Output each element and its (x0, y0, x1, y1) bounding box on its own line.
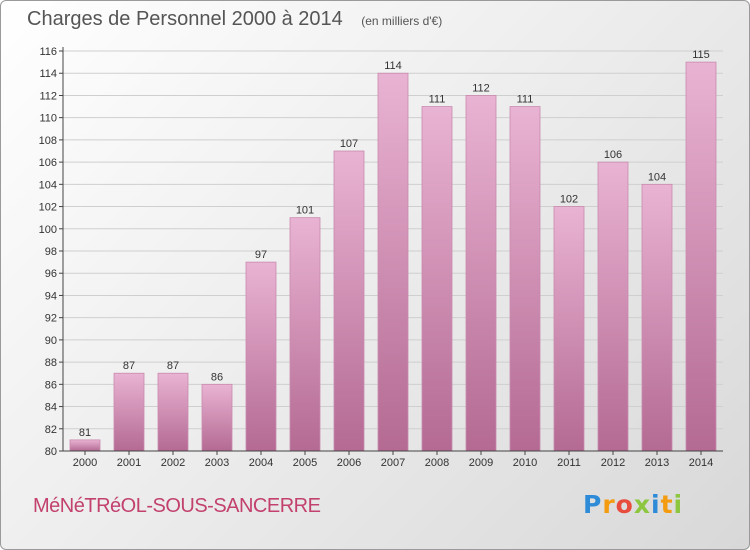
bar (465, 95, 497, 452)
y-tick-label: 110 (39, 113, 57, 125)
y-tick-label: 92 (45, 313, 57, 325)
title-row: Charges de Personnel 2000 à 2014 (en mil… (27, 8, 442, 31)
bar-value-label: 111 (517, 94, 534, 106)
logo-letter: i (651, 490, 661, 519)
logo-letter: o (615, 490, 634, 519)
y-tick-label: 108 (39, 135, 57, 147)
bar-value-label: 115 (692, 49, 710, 61)
bar-value-label: 87 (167, 360, 179, 372)
y-tick-label: 82 (45, 424, 57, 436)
chart-unit-note: (en milliers d'€) (361, 14, 443, 28)
x-tick-label: 2013 (645, 457, 669, 469)
x-tick-label: 2001 (117, 457, 141, 469)
commune-name: MéNéTRéOL-SOUS-SANCERRE (33, 495, 321, 517)
x-tick-label: 2007 (381, 457, 405, 469)
x-tick-label: 2006 (337, 457, 361, 469)
proxiti-logo[interactable]: Proxiti (583, 490, 683, 519)
bar (553, 206, 585, 452)
bar (289, 217, 321, 452)
bar-value-label: 107 (340, 138, 358, 150)
logo-letter: r (602, 490, 616, 519)
bar (69, 439, 101, 452)
logo-letter: x (633, 490, 651, 519)
bar (157, 372, 189, 452)
bar-value-label: 111 (429, 94, 446, 106)
y-tick-label: 98 (45, 246, 57, 258)
x-tick-label: 2010 (513, 457, 537, 469)
bar-value-label: 97 (255, 249, 267, 261)
y-tick-label: 100 (39, 224, 57, 236)
bar (113, 372, 145, 452)
bar (421, 106, 453, 452)
x-tick-label: 2004 (249, 457, 273, 469)
y-tick-label: 104 (39, 179, 57, 191)
bar (509, 106, 541, 452)
y-tick-label: 116 (39, 46, 57, 58)
bar (333, 150, 365, 452)
labels: 80 82 84 86 88 90 92 94 96 98 100 102 104 106 108 110 11… (39, 46, 714, 469)
chart-title: Charges de Personnel 2000 à 2014 (27, 8, 343, 30)
bar-value-label: 106 (604, 149, 622, 161)
bar (641, 183, 673, 452)
logo-letter: t (660, 490, 674, 519)
x-tick-label: 2012 (601, 457, 625, 469)
bar (201, 383, 233, 452)
y-tick-label: 86 (45, 379, 57, 391)
y-tick-label: 94 (45, 290, 57, 302)
bar-value-label: 102 (560, 194, 578, 206)
x-tick-label: 2008 (425, 457, 449, 469)
bars (69, 61, 717, 452)
bar (245, 261, 277, 452)
bar-value-label: 112 (472, 82, 490, 94)
y-tick-label: 106 (39, 157, 57, 169)
y-tick-label: 90 (45, 335, 57, 347)
y-tick-label: 96 (45, 268, 57, 280)
x-tick-label: 2000 (73, 457, 97, 469)
bar-value-label: 114 (384, 60, 402, 72)
y-tick-label: 80 (45, 446, 57, 458)
x-tick-label: 2011 (557, 457, 581, 469)
bar-value-label: 101 (296, 205, 314, 217)
x-tick-label: 2003 (205, 457, 229, 469)
y-tick-label: 102 (39, 202, 57, 214)
bar-value-label: 86 (211, 371, 223, 383)
y-tick-label: 88 (45, 357, 57, 369)
axes (59, 47, 723, 455)
logo-letter: P (583, 490, 603, 519)
bar-value-label: 87 (123, 360, 135, 372)
bar (377, 72, 409, 452)
bar (597, 161, 629, 452)
x-tick-label: 2005 (293, 457, 317, 469)
logo-letter: i (673, 490, 684, 519)
y-tick-label: 112 (39, 90, 57, 102)
x-tick-label: 2009 (469, 457, 493, 469)
bar-value-label: 104 (648, 171, 666, 183)
x-tick-label: 2002 (161, 457, 185, 469)
y-tick-label: 84 (45, 402, 57, 414)
x-tick-label: 2014 (689, 457, 713, 469)
y-tick-label: 114 (39, 68, 57, 80)
bar (685, 61, 717, 452)
bar-value-label: 81 (79, 427, 91, 439)
